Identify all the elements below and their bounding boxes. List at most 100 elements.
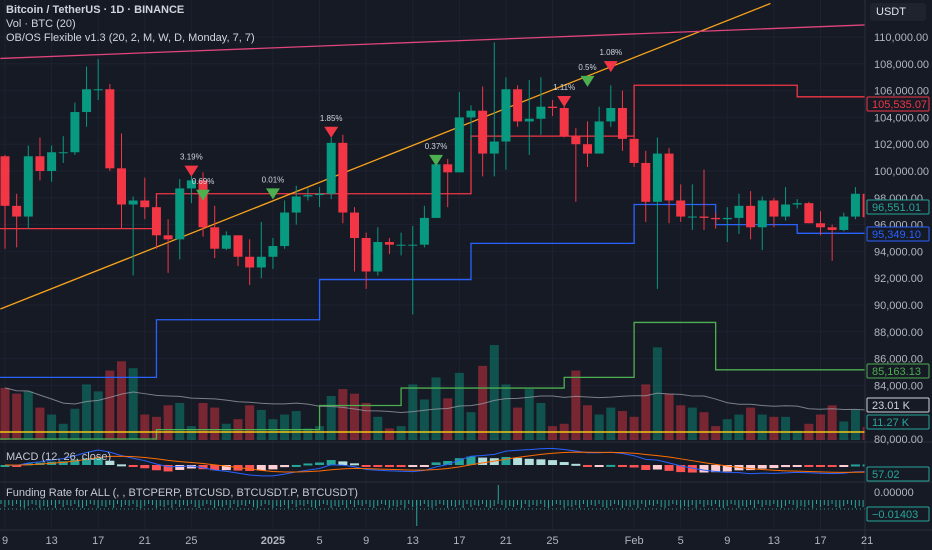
indicator-legend[interactable]: OB/OS Flexible v1.3 (20, 2, M, W, D, Mon… — [6, 32, 255, 44]
sell-signal-icon — [557, 95, 572, 107]
time-axis-label: 5 — [316, 535, 322, 547]
price-axis-label: 94,000.00 — [874, 246, 923, 258]
price-axis-label: 92,000.00 — [874, 273, 923, 285]
pink-trendline — [0, 24, 865, 60]
volume-bar — [12, 393, 22, 440]
macd-histogram-bar — [256, 465, 266, 471]
candle — [256, 221, 266, 279]
candle — [536, 77, 546, 135]
candle-body — [757, 200, 767, 228]
volume-bar — [256, 409, 266, 440]
buy-signal-icon — [196, 189, 211, 201]
volume-last-badge-box — [866, 414, 930, 430]
volume-last-badge: 11.27 K — [872, 417, 910, 429]
funding-legend[interactable]: Funding Rate for ALL (, , BTCPERP, BTCUS… — [6, 487, 358, 499]
macd-histogram-bar — [501, 456, 511, 465]
macd-legend[interactable]: MACD (12, 26, close) — [6, 451, 112, 463]
candle — [746, 191, 756, 240]
time-axis-label: 17 — [814, 535, 826, 547]
volume-bar — [769, 416, 779, 440]
volume-bar — [245, 405, 255, 440]
candle — [373, 227, 383, 276]
candle-body — [0, 156, 10, 206]
green-level-badge-box — [866, 363, 930, 379]
volume-bar — [82, 384, 92, 440]
volume-bar — [128, 368, 138, 440]
candle-body — [839, 216, 849, 230]
candle — [23, 145, 33, 229]
candle-body — [291, 196, 301, 213]
price-axis-label: 108,000.00 — [874, 59, 929, 71]
macd-histogram-bar — [280, 465, 290, 468]
candle-body — [722, 217, 732, 220]
candle-body — [163, 235, 173, 240]
macd-histogram-bar — [315, 462, 325, 465]
currency-button[interactable]: USDT — [870, 3, 926, 21]
macd-line — [4, 447, 865, 477]
candle-body — [816, 223, 825, 228]
volume-bar — [501, 384, 511, 440]
candle-body — [606, 108, 616, 122]
volume-bar — [23, 391, 33, 440]
candle — [571, 128, 581, 202]
volume-bar — [746, 407, 756, 440]
candle-body — [536, 106, 546, 119]
macd-histogram-bar — [781, 465, 791, 468]
candle-body — [443, 164, 453, 173]
last-price-badge-box — [866, 199, 930, 215]
candle — [117, 133, 126, 229]
candle-body — [93, 89, 103, 91]
volume-bar — [326, 396, 336, 440]
signal-label: 1.08% — [599, 48, 622, 57]
candle — [140, 177, 150, 220]
volume-bar — [443, 398, 453, 440]
macd-histogram-bar — [629, 465, 639, 468]
volume-bar — [117, 361, 126, 440]
candle — [501, 77, 511, 170]
candle-body — [711, 217, 721, 220]
macd-histogram-bar — [384, 465, 394, 467]
candle-body — [47, 152, 57, 171]
candle-body — [105, 89, 115, 169]
candle — [58, 136, 68, 163]
price-axis-label: 106,000.00 — [874, 86, 929, 98]
volume-bar — [198, 402, 208, 440]
candle-body — [350, 212, 359, 238]
candle-body — [326, 142, 336, 194]
candle — [291, 185, 301, 225]
macd-histogram-bar — [664, 465, 674, 471]
candle — [489, 42, 499, 177]
candle-body — [827, 227, 837, 230]
macd-histogram-bar — [338, 461, 348, 465]
macd-histogram-bar — [816, 465, 825, 467]
volume-bar — [163, 405, 173, 440]
macd-histogram-bar — [641, 465, 651, 470]
macd-histogram-bar — [0, 465, 10, 467]
price-axis-label: 86,000.00 — [874, 354, 923, 366]
volume-bar — [583, 405, 592, 440]
candle-body — [280, 212, 290, 247]
candle — [396, 232, 406, 256]
candle — [676, 184, 686, 222]
volume-legend[interactable]: Vol · BTC (20) — [6, 18, 76, 30]
macd-histogram-bar — [676, 465, 686, 473]
candle-body — [408, 244, 418, 246]
volume-bar — [210, 407, 220, 440]
candle-body — [384, 242, 394, 245]
volume-bar — [664, 393, 674, 440]
symbol-title[interactable]: Bitcoin / TetherUS · 1D · BINANCE — [6, 4, 185, 16]
volume-bar — [280, 414, 290, 440]
volume-bar — [350, 393, 359, 440]
volume-bar — [186, 426, 196, 440]
volume-bar — [478, 365, 488, 440]
candle — [128, 196, 138, 276]
volume-bar — [315, 426, 325, 440]
blue-level-badge: 95,349.10 — [872, 229, 921, 241]
candle — [629, 134, 639, 167]
candle — [454, 91, 464, 173]
candle — [757, 196, 767, 251]
macd-histogram-bar — [105, 460, 115, 465]
candle — [326, 137, 336, 200]
candle — [350, 207, 359, 272]
